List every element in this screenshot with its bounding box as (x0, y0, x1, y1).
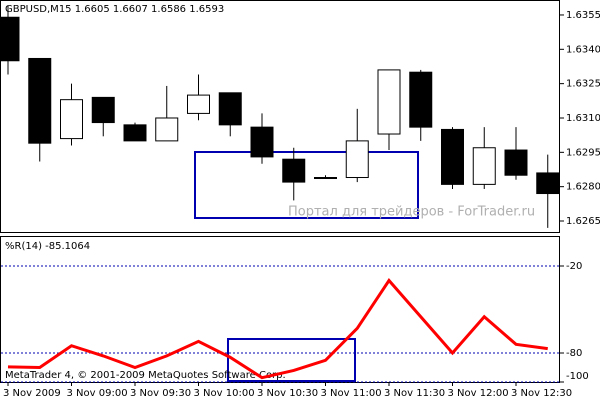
highlight-box (227, 338, 356, 382)
y-tick-label: 1.6295 (566, 147, 600, 158)
x-tick-label: 3 Nov 12:00 (448, 388, 509, 399)
watermark: Портал для трейдеров - ForTrader.ru (288, 205, 535, 220)
candle-body (250, 126, 274, 158)
candle-body (187, 94, 210, 114)
chart-title: GBPUSD,M15 1.6605 1.6607 1.6586 1.6593 (5, 4, 224, 15)
candle-body (28, 57, 52, 144)
indicator-title: %R(14) -85.1064 (5, 241, 90, 252)
y-tick-label: -80 (566, 348, 582, 359)
copyright: MetaTrader 4, © 2001-2009 MetaQuotes Sof… (5, 370, 286, 381)
candle-body (123, 124, 147, 142)
candle-body (282, 158, 306, 183)
y-tick-label: 1.6280 (566, 182, 600, 193)
price-panel (0, 0, 560, 233)
candle-body (155, 117, 179, 142)
y-tick-label: 1.6325 (566, 79, 600, 90)
y-tick-label: 1.6310 (566, 113, 600, 124)
x-tick-label: 3 Nov 2009 (3, 388, 61, 399)
candle-body (409, 71, 433, 128)
y-tick-label: 1.6355 (566, 10, 600, 21)
candle-body (536, 172, 560, 195)
candle-body (0, 16, 20, 62)
highlight-box (194, 151, 419, 219)
x-tick-label: 3 Nov 09:30 (130, 388, 191, 399)
y-tick-label: 1.6340 (566, 44, 600, 55)
x-tick-label: 3 Nov 10:30 (257, 388, 318, 399)
candle-body (60, 99, 83, 140)
candle-body (91, 96, 115, 124)
indicator-line (7, 278, 548, 380)
candle-body (472, 147, 496, 185)
x-tick-label: 3 Nov 11:00 (321, 388, 382, 399)
x-tick-label: 3 Nov 10:00 (194, 388, 255, 399)
candle-body (504, 149, 528, 176)
x-tick-label: 3 Nov 12:30 (511, 388, 572, 399)
x-tick-label: 3 Nov 09:00 (67, 388, 128, 399)
candle-body (345, 140, 369, 179)
y-tick-label: -20 (566, 261, 582, 272)
y-tick-label: 1.6265 (566, 216, 600, 227)
indicator-panel (0, 236, 560, 383)
candle-body (218, 92, 242, 126)
candle-body (377, 69, 401, 135)
y-tick-label: -100 (566, 371, 589, 382)
candle-body (441, 128, 464, 185)
candle-body (314, 177, 337, 180)
x-tick-label: 3 Nov 11:30 (384, 388, 445, 399)
